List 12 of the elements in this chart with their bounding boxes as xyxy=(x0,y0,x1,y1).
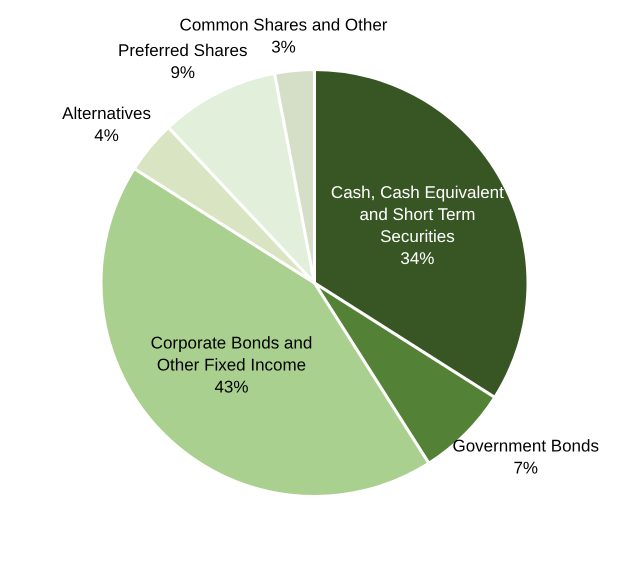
slice-label: Government Bonds xyxy=(452,436,599,456)
data-label: 34% xyxy=(400,249,434,268)
data-label: 43% xyxy=(214,378,248,397)
data-label: 3% xyxy=(271,37,296,56)
data-label: 4% xyxy=(94,126,119,145)
slice-label: Common Shares and Other xyxy=(180,15,388,34)
slice-label: Preferred Shares xyxy=(118,41,248,60)
data-label: 9% xyxy=(170,63,196,82)
slice-label: Corporate Bonds and Other Fixed Income xyxy=(150,334,312,375)
slice-label: Alternatives xyxy=(62,104,151,123)
slice-label: Cash, Cash Equivalent and Short Term Securities xyxy=(330,183,504,246)
data-label: 7% xyxy=(513,458,538,478)
